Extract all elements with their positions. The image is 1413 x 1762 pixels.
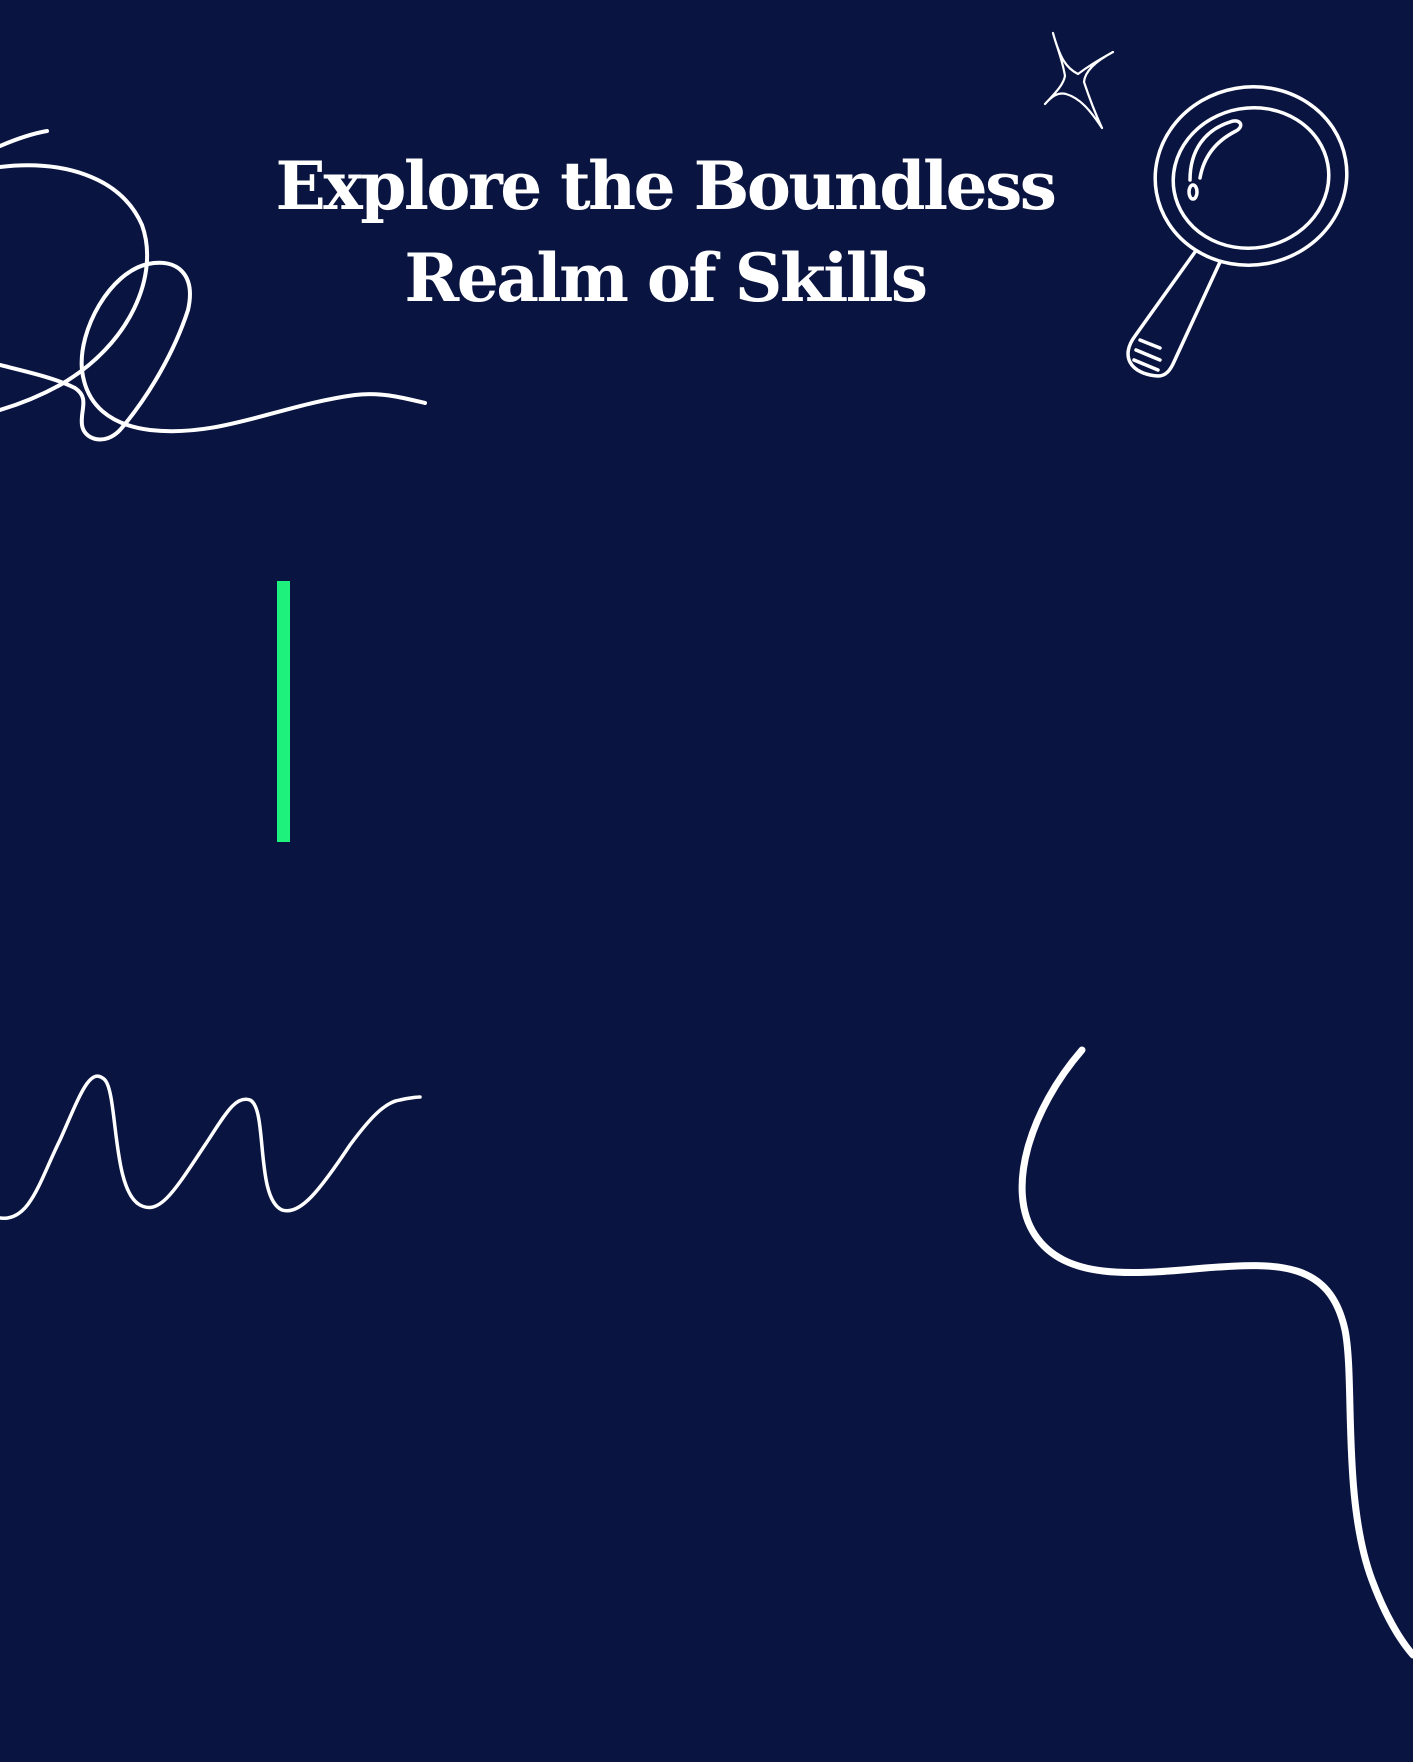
- title-line-2: Realm of Skills: [404, 239, 928, 317]
- page-title: Explore the Boundless Realm of Skills: [250, 140, 1080, 324]
- title-line-1: Explore the Boundless: [275, 147, 1057, 225]
- sparkle-star-icon: [1043, 31, 1115, 130]
- swoosh-curve-doodle: [1018, 1046, 1413, 1659]
- squiggle-wave-doodle: [0, 1074, 422, 1220]
- accent-bar: [277, 581, 290, 842]
- magnifying-glass-icon: [1126, 85, 1349, 378]
